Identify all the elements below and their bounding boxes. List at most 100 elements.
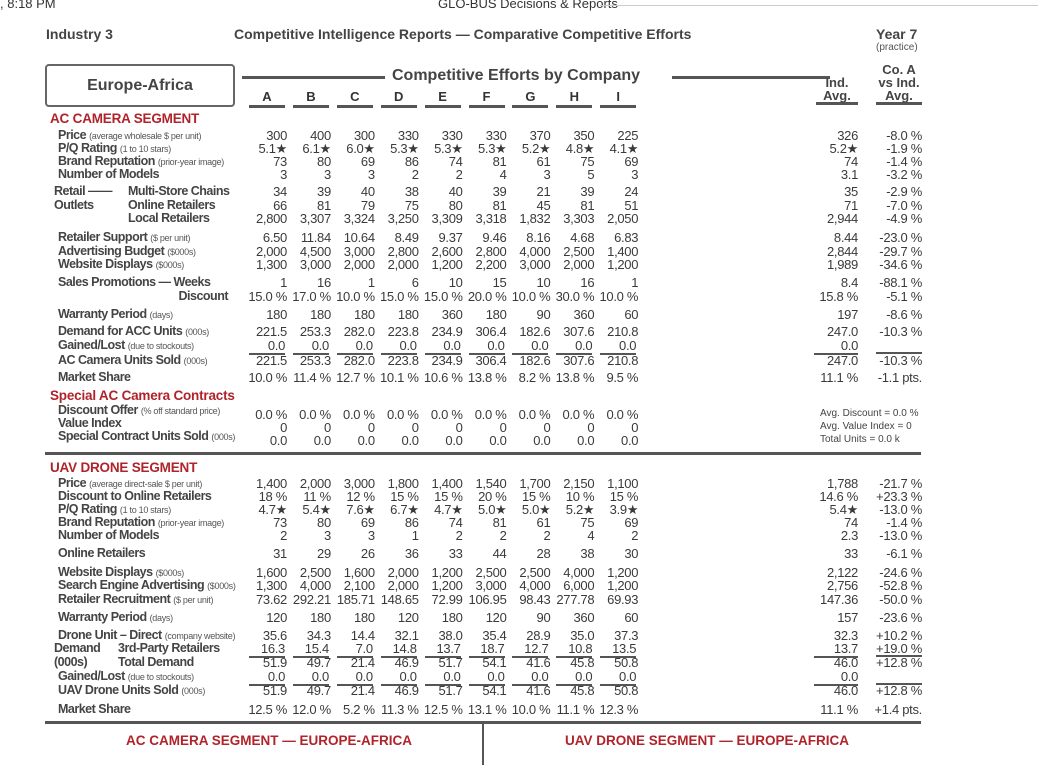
cell-d: 14.8 — [380, 641, 417, 658]
cell-h: 360 — [573, 307, 595, 322]
cell-i: 2,050 — [607, 211, 639, 226]
cell-a: 1 — [280, 275, 287, 290]
cell-b: 0.0 % — [299, 407, 331, 422]
cell-c: 3,000 — [343, 476, 375, 491]
region-selector[interactable]: Europe-Africa — [45, 64, 235, 107]
row-label-text: Discount to Online Retailers — [58, 489, 212, 503]
cell-g: 4,000 — [519, 578, 551, 593]
row-label: Brand Reputation (prior-year image) — [58, 154, 224, 168]
company-header-a: A — [249, 89, 285, 108]
cell-c: 3,000 — [343, 244, 375, 259]
cell-h: 350 — [573, 128, 595, 143]
cell-c: 1 — [367, 275, 375, 290]
row-label: Gained/Lost (due to stockouts) — [58, 669, 194, 683]
ind-avg-cell: 11.1 % — [820, 370, 858, 385]
row-label: Discount — [179, 289, 229, 303]
ind-avg-cell: 247.0 — [826, 324, 858, 339]
row-label: Website Displays ($000s) — [58, 565, 184, 579]
cell-g: 2 — [543, 528, 551, 543]
cell-c: 12 % — [346, 489, 375, 504]
special-contracts-title: Special AC Camera Contracts — [50, 388, 235, 403]
row-label: Local Retailers — [128, 211, 210, 225]
row-group-label: Outlets — [54, 198, 94, 212]
cell-b: 80 — [317, 154, 331, 169]
ind-avg-header: Ind. Avg. — [816, 76, 858, 105]
cell-g: 21 — [536, 184, 551, 199]
vs-avg-cell: -88.1 % — [879, 275, 922, 290]
row-label-text: Market Share — [58, 702, 131, 716]
cell-c: 0.0 % — [343, 407, 375, 422]
ac-footer-title[interactable]: AC CAMERA SEGMENT — EUROPE-AFRICA — [126, 733, 413, 748]
cell-d: 2,800 — [387, 244, 419, 259]
cell-i: 0.0 — [621, 433, 639, 448]
footer-vertical-divider — [482, 722, 484, 765]
vs-avg-cell: +1.4 pts. — [874, 702, 922, 717]
cell-g: 15 % — [521, 489, 551, 504]
cell-g: 8.2 % — [518, 370, 551, 385]
uav-footer-title[interactable]: UAV DRONE SEGMENT — EUROPE-AFRICA — [565, 733, 850, 748]
row-label: Discount to Online Retailers — [58, 489, 212, 503]
cell-e: 4.7★ — [434, 502, 463, 517]
ind-avg-cell: 46.0 — [833, 683, 858, 698]
cell-i: 0.0 — [600, 669, 636, 686]
row-label-note: (000s) — [183, 356, 208, 366]
cell-g: 3 — [543, 167, 551, 182]
cell-c: 180 — [354, 610, 375, 625]
cell-e: 1,400 — [431, 476, 463, 491]
cell-f: 81 — [492, 198, 507, 213]
row-label: Brand Reputation (prior-year image) — [58, 515, 224, 529]
row-label-note: (000s) — [185, 327, 209, 337]
cell-f: 106.95 — [468, 592, 507, 607]
cell-e: 234.9 — [431, 324, 463, 339]
cell-a: 0 — [280, 420, 287, 435]
row-label-note: (prior-year image) — [157, 157, 224, 167]
row-group-label: (000s) — [54, 655, 88, 669]
cell-a: 34 — [273, 184, 287, 199]
cell-h: 5.2★ — [565, 502, 595, 517]
cell-f: 13.1 % — [467, 702, 507, 717]
row-label: Online Retailers — [128, 198, 216, 212]
cell-a: 2,800 — [255, 211, 287, 226]
cell-e: 15 % — [434, 489, 463, 504]
cell-d: 2,000 — [387, 257, 419, 272]
row-label: Advertising Budget ($000s) — [58, 244, 196, 258]
ind-avg-cell: 0.0 — [814, 669, 858, 686]
ind-avg-cell: 46.0 — [833, 655, 858, 670]
cell-b: 11.84 — [300, 230, 331, 245]
cell-f: 20.0 % — [467, 289, 507, 304]
cell-h: 0.0 — [577, 433, 595, 448]
cell-e: 80 — [448, 198, 463, 213]
cell-d: 2 — [411, 167, 419, 182]
cell-b: 11.4 % — [293, 370, 331, 385]
cell-i: 1,200 — [607, 565, 639, 580]
vs-avg-cell — [876, 338, 922, 354]
table-title: Competitive Efforts by Company — [392, 67, 641, 84]
cell-h: 75 — [580, 154, 595, 169]
row-label-note: (days) — [149, 613, 174, 623]
cell-d: 6.7★ — [390, 502, 419, 517]
cell-c: 2,000 — [343, 257, 375, 272]
cell-h: 16 — [580, 275, 595, 290]
cell-f: 15 — [492, 275, 507, 290]
row-label-text: P/Q Rating — [58, 502, 117, 516]
cell-c: 3,324 — [343, 211, 375, 226]
cell-f: 35.4 — [482, 628, 507, 643]
cell-h: 35.0 — [570, 628, 595, 643]
cell-i: 1,200 — [607, 578, 639, 593]
cell-h: 277.78 — [556, 592, 595, 607]
cell-g: 41.6 — [526, 683, 551, 698]
cell-a: 300 — [266, 128, 287, 143]
cell-b: 4,500 — [299, 244, 331, 259]
cell-b: 2,000 — [299, 476, 331, 491]
vs-avg-cell: -50.0 % — [879, 592, 922, 607]
cell-h: 2,150 — [563, 476, 595, 491]
vs-avg-cell: -34.6 % — [879, 257, 922, 272]
cell-g: 0.0 — [533, 433, 551, 448]
ind-avg-cell: 11.1 % — [820, 702, 858, 717]
row-label-text: Online Retailers — [58, 546, 146, 560]
cell-b: 15.4 — [292, 641, 329, 658]
ind-avg-cell: 74 — [844, 515, 858, 530]
cell-g: 10.0 % — [511, 702, 551, 717]
cell-f: 5.0★ — [477, 502, 507, 517]
ind-avg-cell: 147.36 — [820, 592, 858, 607]
